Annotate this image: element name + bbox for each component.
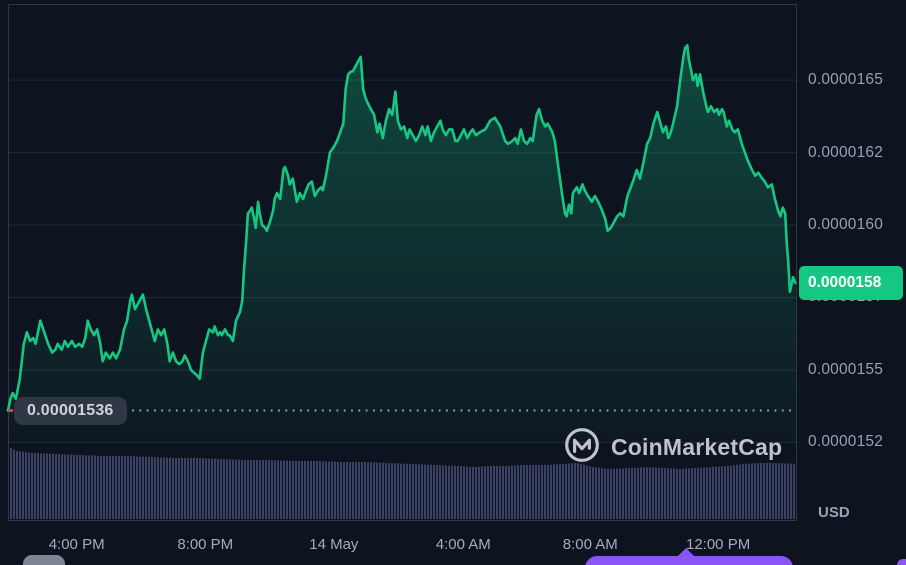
y-axis-label-165: 0.0000165 xyxy=(808,71,884,89)
x-tick-12pm: 12:00 PM xyxy=(685,536,751,553)
x-tick-8pm: 8:00 PM xyxy=(177,536,234,553)
x-tick-4pm: 4:00 PM xyxy=(48,536,105,553)
y-axis-label-155: 0.0000155 xyxy=(808,360,884,378)
y-axis-label-162: 0.0000162 xyxy=(808,143,884,161)
open-price-label: 0.00001536 xyxy=(14,396,127,425)
x-tick-8am: 8:00 AM xyxy=(562,536,618,553)
currency-unit-label: USD xyxy=(818,504,850,521)
y-axis-label-160: 0.0000160 xyxy=(808,216,884,234)
current-price-badge: 0.0000158 xyxy=(799,265,903,300)
range-slider-right-handle[interactable] xyxy=(897,559,906,565)
coinmarketcap-watermark: CoinMarketCap xyxy=(563,426,782,469)
watermark-text: CoinMarketCap xyxy=(611,434,783,460)
y-axis-label-152: 0.0000152 xyxy=(808,433,884,451)
x-tick-4am: 4:00 AM xyxy=(435,536,491,553)
x-tick-14may: 14 May xyxy=(309,536,359,553)
range-slider-left-handle[interactable] xyxy=(23,555,65,565)
coinmarketcap-logo-icon xyxy=(563,426,601,469)
scrollbar-notch-icon xyxy=(678,548,694,556)
x-axis: 4:00 PM 8:00 PM 14 May 4:00 AM 8:00 AM 1… xyxy=(0,536,906,556)
chart-scrollbar-handle[interactable] xyxy=(585,548,793,565)
